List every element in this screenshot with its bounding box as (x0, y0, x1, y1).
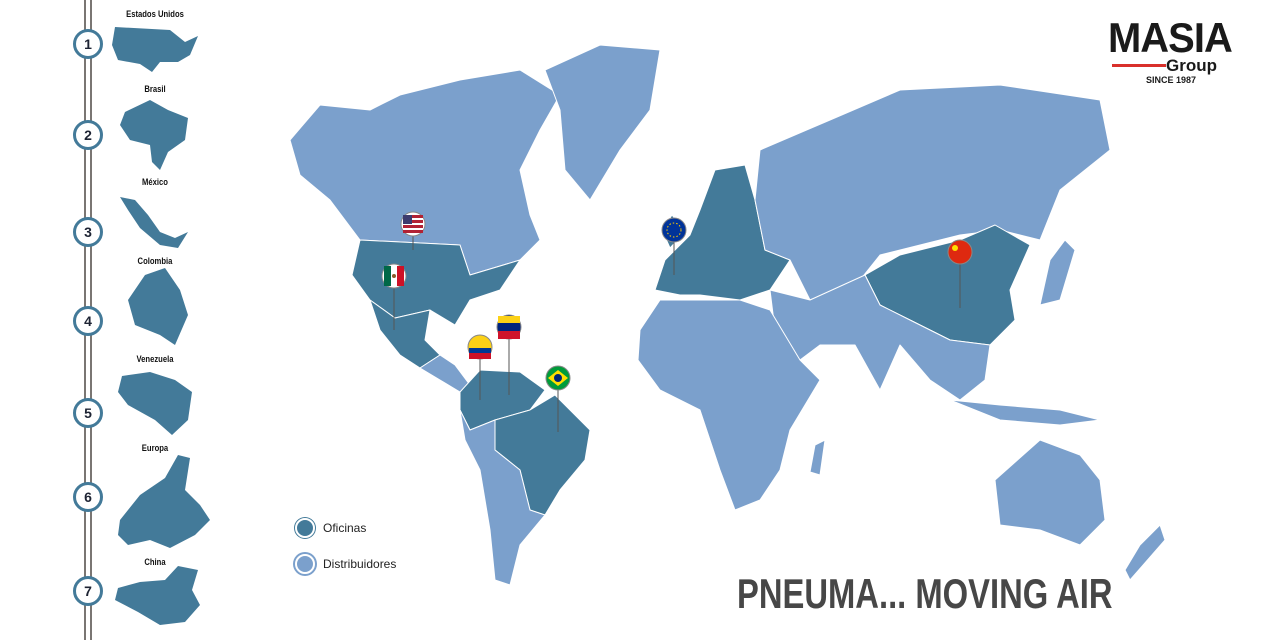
colombia-silhouette (128, 268, 188, 345)
country-label: Colombia (137, 256, 173, 266)
step-number: 2 (73, 120, 103, 150)
mexico-flag-icon (381, 263, 407, 330)
location-pins (381, 211, 973, 432)
brazil-silhouette (120, 100, 188, 170)
europe-silhouette (118, 455, 210, 548)
legend-offices: Oficinas (295, 518, 366, 538)
venezuela-flag-icon (496, 314, 522, 395)
country-label: China (144, 557, 166, 567)
south-asia (769, 274, 991, 401)
colombia-flag-icon (467, 334, 493, 400)
step-number: 6 (73, 482, 103, 512)
venezuela-silhouette (118, 372, 192, 435)
canada (289, 69, 561, 276)
country-label: Venezuela (136, 354, 174, 364)
step-number: 5 (73, 398, 103, 428)
greenland (544, 44, 661, 201)
country-label: Europa (141, 443, 169, 453)
step-number: 1 (73, 29, 103, 59)
country-label: Estados Unidos (126, 9, 184, 19)
logo-sub: Group (1166, 56, 1217, 75)
madagascar (809, 439, 826, 476)
country-label: Brasil (144, 84, 166, 94)
country-label: México (142, 177, 168, 187)
brazil-flag-icon (545, 365, 571, 432)
indonesia (949, 399, 1101, 426)
africa (637, 299, 821, 511)
japan (1039, 239, 1076, 306)
mexico-silhouette (120, 197, 188, 248)
russia-asia (754, 84, 1111, 301)
legend-offices-label: Oficinas (323, 521, 367, 535)
logo-brand: MASIA (1108, 14, 1233, 61)
eu-flag-icon (661, 217, 687, 275)
china-flag-icon (947, 239, 973, 308)
tagline: PNEUMA... MOVING AIR (737, 570, 1113, 617)
step-number: 4 (73, 306, 103, 336)
distributors-swatch-icon (295, 554, 315, 574)
logo-since: SINCE 1987 (1146, 75, 1197, 85)
offices-swatch-icon (295, 518, 315, 538)
usa-flag-icon (400, 211, 426, 250)
legend-distributors-label: Distribuidores (323, 557, 397, 571)
new-zealand (1124, 524, 1166, 581)
logo-accent-bar (1112, 64, 1166, 67)
masia-group-logo: MASIA Group SINCE 1987 (1108, 14, 1248, 86)
step-number: 3 (73, 217, 103, 247)
legend-distributors: Distribuidores (295, 554, 396, 574)
south-america-rest (459, 409, 546, 586)
china-silhouette (115, 566, 200, 625)
country-silhouettes (112, 27, 210, 625)
usa-silhouette (112, 27, 198, 72)
step-number: 7 (73, 576, 103, 606)
australia (994, 439, 1106, 546)
